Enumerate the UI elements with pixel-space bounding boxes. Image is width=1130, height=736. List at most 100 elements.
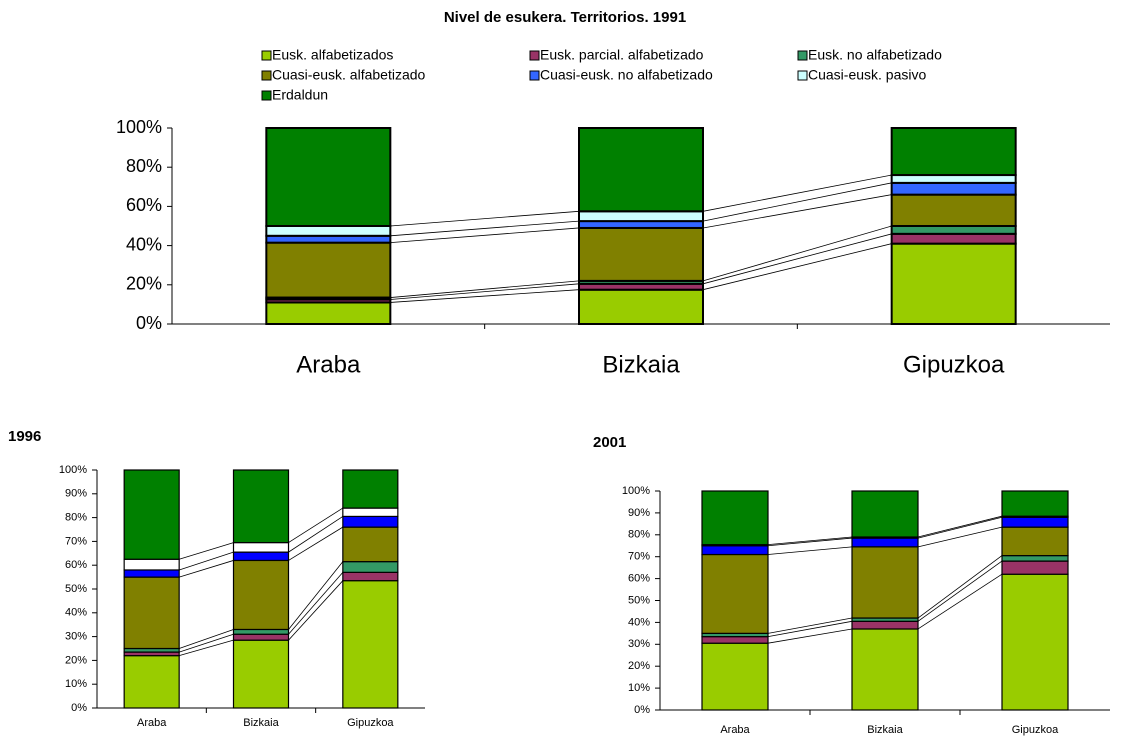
legend-swatch	[529, 70, 540, 81]
y-tick-label: 30%	[65, 631, 87, 643]
y-tick-label: 80%	[126, 156, 162, 176]
bar-segment	[578, 226, 704, 282]
y-tick-label: 10%	[65, 678, 87, 690]
bar-segment	[1001, 490, 1069, 517]
x-tick-label: Gipuzkoa	[903, 351, 1005, 378]
connector	[702, 233, 892, 285]
bar-segment	[232, 628, 290, 635]
connector	[702, 174, 892, 212]
y-tick-label: 60%	[628, 573, 650, 585]
legend-label: Cuasi-eusk. no alfabetizado	[540, 67, 713, 83]
connector	[288, 580, 344, 641]
y-tick-label: 90%	[628, 507, 650, 519]
connector	[917, 515, 1003, 538]
bar-segment	[851, 537, 919, 548]
connector	[767, 617, 853, 634]
bar-segment	[851, 490, 919, 538]
bar-segment	[578, 220, 704, 229]
connector	[767, 537, 853, 547]
y-tick-label: 80%	[628, 529, 650, 541]
bar-segment	[890, 174, 1017, 184]
x-tick-label: Gipuzkoa	[347, 717, 394, 729]
connector	[179, 551, 234, 571]
bar-segment	[701, 553, 769, 634]
connector	[288, 572, 344, 635]
y-tick-label: 0%	[136, 313, 162, 333]
bar-segment	[342, 469, 399, 509]
y-tick-label: 40%	[628, 616, 650, 628]
connector	[767, 620, 853, 638]
legend-label: Eusk. parcial. alfabetizado	[540, 47, 704, 63]
bar-segment	[1001, 555, 1069, 562]
y-tick-label: 70%	[628, 551, 650, 563]
bar-segment	[232, 469, 290, 544]
chart-title: 2001	[593, 434, 626, 451]
y-tick-label: 40%	[126, 234, 162, 254]
bar-segment	[265, 127, 392, 227]
bar-segment	[890, 181, 1017, 196]
bar-segment	[265, 241, 392, 299]
bar-segment	[123, 655, 180, 709]
chart-title: Nivel de esukera. Territorios. 1991	[444, 9, 686, 26]
legend-label: Cuasi-eusk. pasivo	[808, 67, 926, 83]
bar-segment	[232, 559, 290, 631]
bar-segment	[578, 288, 704, 326]
bar-segment	[890, 242, 1017, 325]
connector	[702, 194, 892, 229]
bar-segment	[342, 515, 399, 528]
y-tick-label: 50%	[628, 594, 650, 606]
legend-label: Eusk. no alfabetizado	[808, 47, 942, 63]
connector	[288, 507, 344, 543]
connector	[917, 526, 1003, 548]
y-tick-label: 30%	[628, 638, 650, 650]
bar-segment	[701, 545, 769, 556]
bar-segment	[342, 561, 399, 573]
x-tick-label: Araba	[720, 724, 750, 736]
x-tick-label: Bizkaia	[243, 717, 279, 729]
bar-segment	[1001, 526, 1069, 557]
connector	[917, 516, 1003, 539]
y-tick-label: 60%	[65, 559, 87, 571]
legend-swatch	[797, 50, 808, 61]
bar-segment	[123, 576, 180, 650]
bar-segment	[342, 580, 399, 709]
bar-segment	[701, 490, 769, 546]
y-tick-label: 100%	[59, 464, 87, 476]
bar-segment	[265, 301, 392, 326]
bar-segment	[123, 569, 180, 578]
y-tick-label: 40%	[65, 607, 87, 619]
connector	[702, 225, 892, 282]
y-tick-label: 20%	[126, 274, 162, 294]
connector	[390, 280, 580, 298]
connector	[390, 289, 580, 303]
connector	[288, 526, 344, 561]
legend-swatch	[797, 70, 808, 81]
y-tick-label: 100%	[116, 117, 162, 137]
connector	[767, 628, 853, 644]
chart-title: 1996	[8, 428, 41, 445]
connector	[179, 629, 234, 649]
connector	[288, 516, 344, 553]
legend-label: Cuasi-eusk. alfabetizado	[272, 67, 426, 83]
bar-segment	[123, 558, 180, 571]
legend-swatch	[261, 70, 272, 81]
y-tick-label: 80%	[65, 512, 87, 524]
bar-segment	[851, 628, 919, 711]
connector	[917, 555, 1003, 619]
connector	[917, 560, 1003, 622]
bar-segment	[232, 633, 290, 641]
y-tick-label: 60%	[126, 195, 162, 215]
connector	[179, 639, 234, 657]
bar-segment	[851, 620, 919, 630]
x-tick-label: Araba	[296, 351, 361, 378]
bar-segment	[232, 541, 290, 553]
connector	[390, 210, 580, 227]
legend-swatch	[261, 90, 272, 101]
bar-segment	[1001, 573, 1069, 711]
y-tick-label: 20%	[628, 660, 650, 672]
connector	[179, 560, 234, 578]
connector	[179, 542, 234, 560]
connector	[917, 573, 1003, 630]
connector	[702, 243, 892, 291]
